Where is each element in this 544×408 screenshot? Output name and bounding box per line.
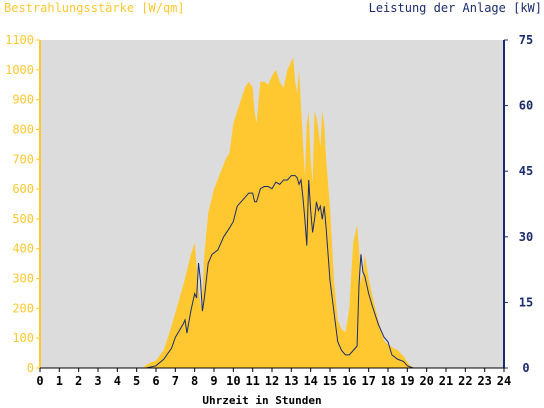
left-tick-label: 200 [12,301,34,315]
right-tick-label: 30 [519,230,533,244]
left-tick-label: 1000 [5,63,34,77]
x-tick-label: 0 [36,374,43,388]
x-tick-label: 13 [284,374,298,388]
x-tick-label: 7 [172,374,179,388]
x-tick-label: 6 [152,374,159,388]
irradiance-area [40,57,504,368]
x-tick-label: 19 [400,374,414,388]
x-tick-label: 16 [342,374,356,388]
left-tick-label: 600 [12,182,34,196]
x-tick-label: 2 [75,374,82,388]
x-tick-label: 23 [477,374,491,388]
x-tick-label: 14 [303,374,317,388]
right-tick-label: 60 [519,99,533,113]
left-tick-label: 700 [12,152,34,166]
left-tick-label: 300 [12,272,34,286]
right-tick-label: 0 [522,361,529,375]
x-tick-label: 1 [56,374,63,388]
x-tick-label: 8 [191,374,198,388]
right-tick-label: 45 [519,164,533,178]
right-tick-label: 15 [519,295,533,309]
x-tick-label: 4 [114,374,121,388]
left-tick-label: 400 [12,242,34,256]
x-tick-label: 22 [458,374,472,388]
x-axis-label: Uhrzeit in Stunden [202,394,322,407]
x-tick-label: 5 [133,374,140,388]
x-tick-label: 18 [381,374,395,388]
x-tick-label: 17 [361,374,375,388]
power-line [40,175,504,369]
x-tick-label: 24 [497,374,511,388]
left-tick-label: 0 [27,361,34,375]
left-tick-label: 800 [12,122,34,136]
left-tick-label: 900 [12,93,34,107]
left-axis-title: Bestrahlungsstärke [W/qm] [4,1,185,15]
x-tick-label: 11 [245,374,259,388]
x-tick-label: 21 [439,374,453,388]
left-tick-label: 1100 [5,33,34,47]
x-tick-label: 10 [226,374,240,388]
x-tick-label: 9 [210,374,217,388]
x-tick-label: 20 [419,374,433,388]
left-tick-label: 500 [12,212,34,226]
x-tick-label: 3 [94,374,101,388]
x-tick-label: 12 [265,374,279,388]
right-axis-title: Leistung der Anlage [kW] [368,1,542,15]
x-tick-label: 15 [323,374,337,388]
right-tick-label: 75 [519,33,533,47]
left-tick-label: 100 [12,331,34,345]
